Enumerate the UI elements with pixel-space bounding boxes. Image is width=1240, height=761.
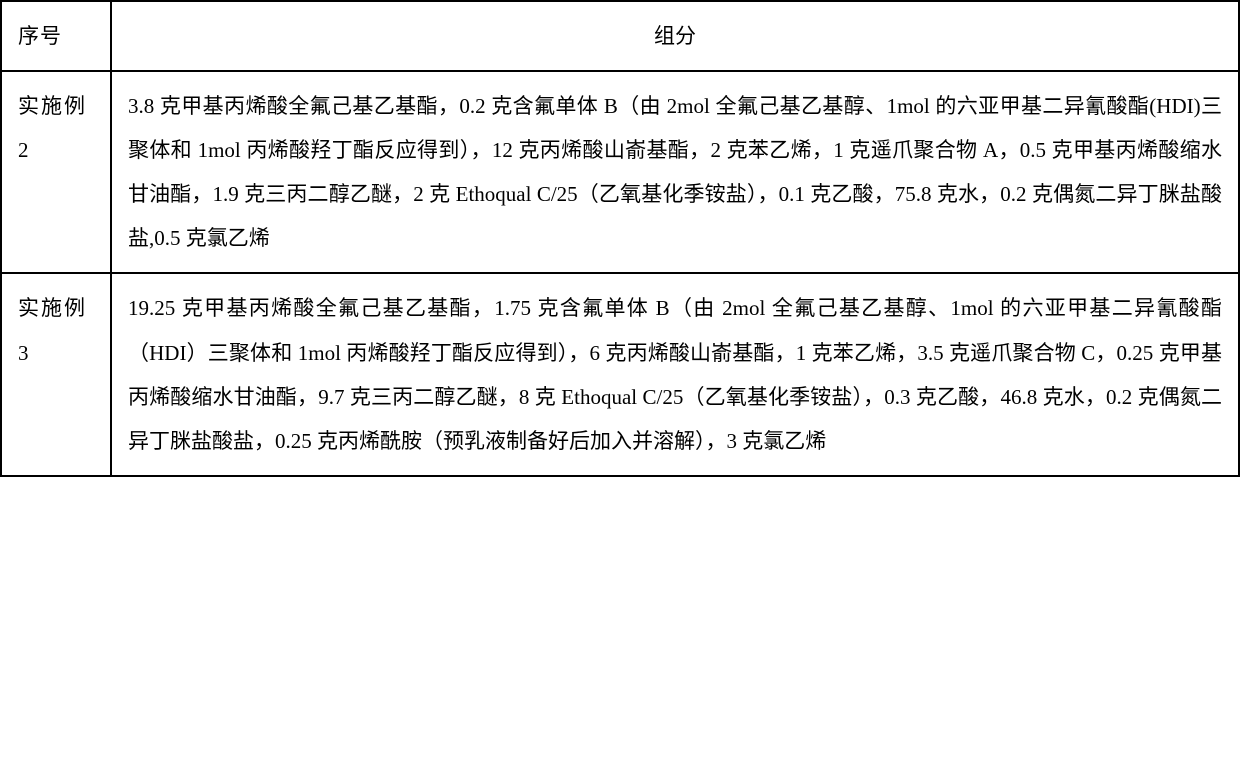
table-row: 实施例 2 3.8 克甲基丙烯酸全氟己基乙基酯，0.2 克含氟单体 B（由 2m… — [1, 71, 1239, 273]
row-content-example-2: 3.8 克甲基丙烯酸全氟己基乙基酯，0.2 克含氟单体 B（由 2mol 全氟己… — [111, 71, 1239, 273]
composition-table: 序号 组分 实施例 2 3.8 克甲基丙烯酸全氟己基乙基酯，0.2 克含氟单体 … — [0, 0, 1240, 477]
row-label-example-3: 实施例 3 — [1, 273, 111, 475]
header-component: 组分 — [111, 1, 1239, 71]
table-header-row: 序号 组分 — [1, 1, 1239, 71]
header-sequence: 序号 — [1, 1, 111, 71]
table-row: 实施例 3 19.25 克甲基丙烯酸全氟己基乙基酯，1.75 克含氟单体 B（由… — [1, 273, 1239, 475]
row-content-example-3: 19.25 克甲基丙烯酸全氟己基乙基酯，1.75 克含氟单体 B（由 2mol … — [111, 273, 1239, 475]
row-label-example-2: 实施例 2 — [1, 71, 111, 273]
